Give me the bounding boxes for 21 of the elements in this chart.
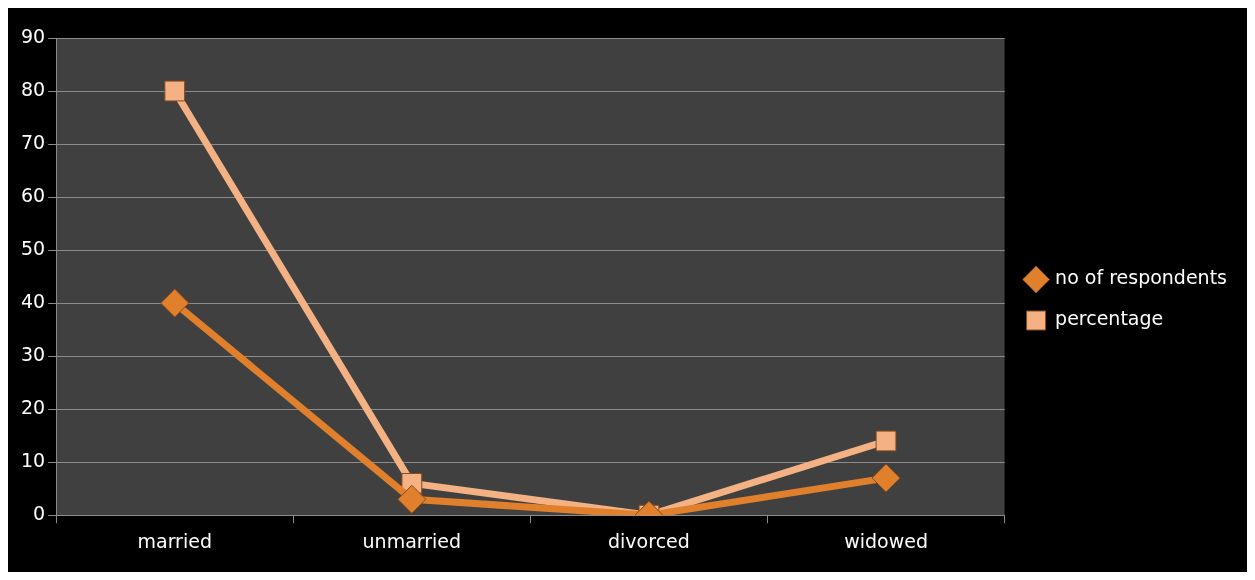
x-tick-label: unmarried <box>362 529 462 552</box>
point <box>875 430 897 452</box>
point <box>164 80 186 102</box>
legend-label: no of respondents <box>1055 266 1228 289</box>
legend-label: percentage <box>1055 307 1164 330</box>
point <box>397 484 427 514</box>
y-tick-label: 30 <box>20 343 46 366</box>
y-tick-label: 40 <box>20 290 46 313</box>
x-tick-label: divorced <box>608 529 690 552</box>
point <box>871 463 901 493</box>
y-tick-label: 70 <box>20 130 46 153</box>
x-tick-label: married <box>137 529 212 552</box>
y-tick-label: 80 <box>20 77 46 100</box>
y-tick-label: 50 <box>20 237 46 260</box>
x-tick-label: widowed <box>844 529 928 552</box>
y-tick-label: 10 <box>20 449 46 472</box>
point <box>160 288 190 318</box>
y-tick-label: 20 <box>20 396 46 419</box>
y-tick-label: 60 <box>20 184 46 206</box>
y-tick-label: 90 <box>20 24 46 47</box>
y-tick-label: 0 <box>33 502 46 525</box>
